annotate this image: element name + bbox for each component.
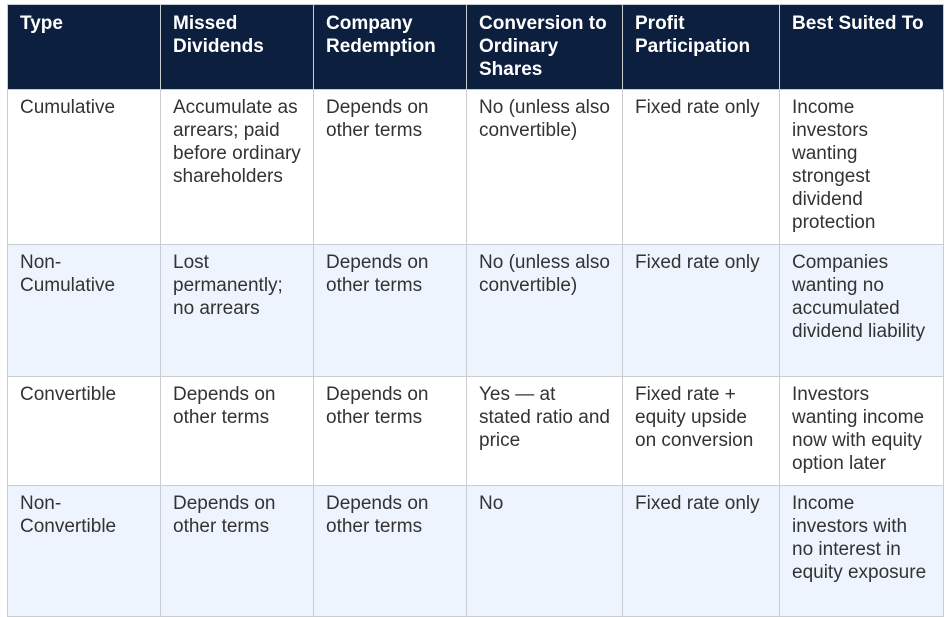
table-row: Cumulative Accumulate as arrears; paid b… [7,89,944,245]
cell-missed-dividends: Depends on other terms [160,376,314,486]
cell-type: Cumulative [7,89,161,245]
cell-type: Convertible [7,376,161,486]
header-profit-participation: Profit Participation [622,4,780,90]
table-row: Non-Convertible Depends on other terms D… [7,485,944,617]
header-conversion: Conversion to Ordinary Shares [466,4,623,90]
cell-missed-dividends: Lost permanently; no arrears [160,244,314,377]
header-missed-dividends: Missed Dividends [160,4,314,90]
cell-missed-dividends: Accumulate as arrears; paid before ordin… [160,89,314,245]
table-row: Non-Cumulative Lost permanently; no arre… [7,244,944,377]
cell-company-redemption: Depends on other terms [313,89,467,245]
cell-best-suited-to: Investors wanting income now with equity… [779,376,944,486]
cell-company-redemption: Depends on other terms [313,485,467,617]
cell-profit-participation: Fixed rate + equity upside on conversion [622,376,780,486]
header-row: Type Missed Dividends Company Redemption… [7,4,944,90]
cell-type: Non-Cumulative [7,244,161,377]
cell-best-suited-to: Income investors with no interest in equ… [779,485,944,617]
cell-conversion: Yes — at stated ratio and price [466,376,623,486]
cell-conversion: No (unless also convertible) [466,89,623,245]
header-best-suited-to: Best Suited To [779,4,944,90]
header-type: Type [7,4,161,90]
cell-best-suited-to: Income investors wanting strongest divid… [779,89,944,245]
header-company-redemption: Company Redemption [313,4,467,90]
cell-type: Non-Convertible [7,485,161,617]
table-header: Type Missed Dividends Company Redemption… [7,4,944,90]
cell-conversion: No [466,485,623,617]
cell-company-redemption: Depends on other terms [313,244,467,377]
comparison-table: Type Missed Dividends Company Redemption… [7,4,944,617]
preference-share-comparison: Type Missed Dividends Company Redemption… [7,4,944,617]
cell-profit-participation: Fixed rate only [622,244,780,377]
table-row: Convertible Depends on other terms Depen… [7,376,944,486]
cell-conversion: No (unless also convertible) [466,244,623,377]
cell-profit-participation: Fixed rate only [622,485,780,617]
cell-company-redemption: Depends on other terms [313,376,467,486]
cell-missed-dividends: Depends on other terms [160,485,314,617]
table-body: Cumulative Accumulate as arrears; paid b… [7,89,944,617]
cell-profit-participation: Fixed rate only [622,89,780,245]
cell-best-suited-to: Companies wanting no accumulated dividen… [779,244,944,377]
